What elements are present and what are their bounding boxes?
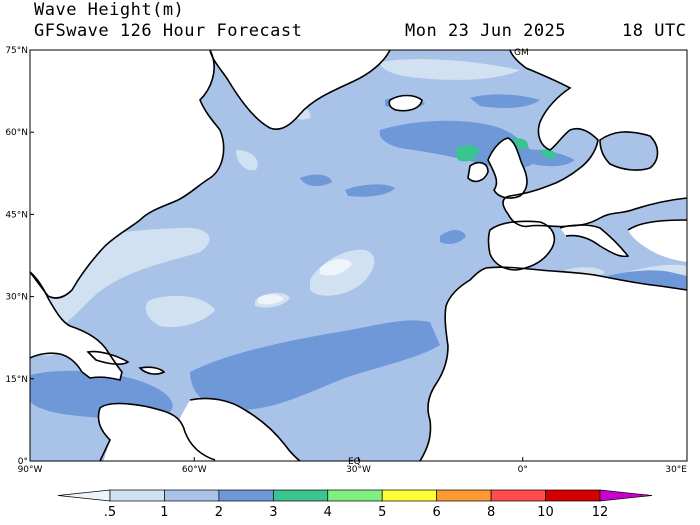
equator-label: EQ <box>348 457 361 467</box>
colorbar-label: 2 <box>215 505 223 520</box>
map-field <box>30 50 687 461</box>
colorbar-label: 4 <box>324 505 332 520</box>
land-masses <box>30 50 687 461</box>
latitude-label: 30°N <box>5 293 28 303</box>
longitude-axis: 90°W 60°W 30°W 0° 30°E <box>18 457 688 475</box>
colorbar-label: 6 <box>433 505 441 520</box>
greenwich-meridian-label: GM <box>514 48 529 58</box>
coastlines <box>30 50 687 461</box>
forecast-date: Mon 23 Jun 2025 <box>405 21 567 41</box>
longitude-label: 0° <box>518 465 528 475</box>
colorbar-swatch <box>436 489 492 502</box>
colorbar-label: 1 <box>160 505 168 520</box>
colorbar-swatch <box>381 489 438 502</box>
colorbar-swatch <box>164 489 220 502</box>
colorbar-label: .5 <box>104 505 116 520</box>
latitude-label: 15°N <box>5 375 28 385</box>
colorbar-label: 12 <box>592 505 609 520</box>
map-title: Wave Height(m) <box>34 0 185 20</box>
colorbar-swatch <box>490 489 546 502</box>
colorbar-swatch <box>327 489 383 502</box>
latitude-axis: 75°N 60°N 45°N 30°N 15°N 0° <box>5 46 34 467</box>
forecast-time: 18 UTC <box>622 21 687 41</box>
colorbar-label: 5 <box>378 505 386 520</box>
longitude-label: 60°W <box>182 465 207 475</box>
latitude-label: 45°N <box>5 210 28 220</box>
colorbar-swatch <box>109 489 165 502</box>
colorbar-high-arrow <box>599 489 653 502</box>
colorbar-low-arrow <box>57 489 111 502</box>
longitude-label: 30°W <box>346 465 371 475</box>
forecast-subtitle: GFSwave 126 Hour Forecast <box>34 21 303 41</box>
colorbar-swatch <box>218 489 274 502</box>
longitude-label: 30°E <box>665 465 687 475</box>
latitude-label: 60°N <box>5 128 28 138</box>
longitude-label: 90°W <box>18 465 43 475</box>
wave-height-colorbar: .5 1 2 3 4 5 6 8 10 12 <box>57 489 653 520</box>
colorbar-swatch <box>545 489 601 502</box>
latitude-label: 75°N <box>5 46 28 56</box>
latitude-label: 0° <box>18 457 28 467</box>
colorbar-label: 8 <box>487 505 495 520</box>
colorbar-label: 3 <box>269 505 277 520</box>
colorbar-swatch <box>272 489 329 502</box>
colorbar-label: 10 <box>537 505 554 520</box>
